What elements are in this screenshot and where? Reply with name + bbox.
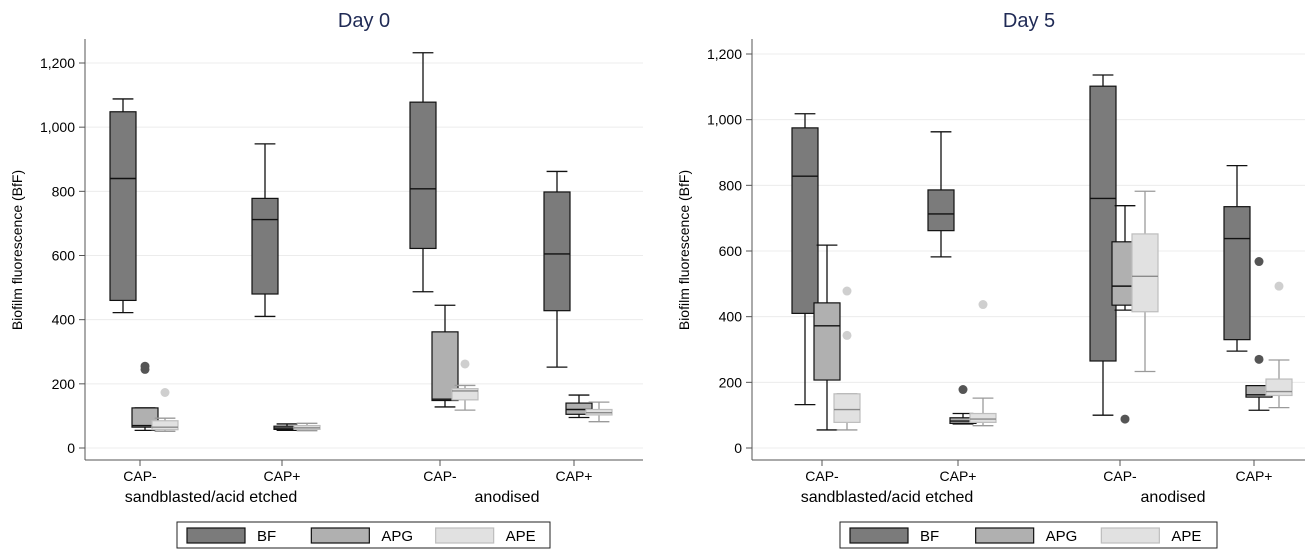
x-tick-label: CAP+ [1236,468,1273,484]
box-bf [1223,164,1251,352]
legend-label-ape: APE [1171,528,1201,545]
box-iqr [409,101,437,250]
y-axis-label: Biofilm fluorescence (BfF) [676,170,692,330]
x-tick-label: CAP- [805,468,839,484]
chart-title: Day 5 [1003,10,1055,32]
x-tick-label: CAP- [423,468,457,484]
box-iqr [927,189,955,232]
box-iqr [969,412,997,423]
box-iqr [451,388,479,401]
y-tick-label: 800 [52,183,76,199]
x-tick-label: CAP- [123,468,157,484]
outlier-point [842,286,852,296]
y-axis-label: Biofilm fluorescence (BfF) [9,170,25,330]
box-iqr [813,302,841,381]
legend: BF APG APE [176,521,551,549]
box-iqr [1131,233,1159,313]
legend-swatch-bf [186,527,246,544]
box-ape [1131,190,1159,373]
y-tick-label: 800 [719,177,743,193]
box-iqr [251,197,279,295]
box-apg [1245,257,1273,411]
legend-label-ape: APE [506,528,536,545]
y-tick-label: 0 [67,440,75,456]
box-bf [1089,74,1117,416]
y-tick-label: 200 [52,376,76,392]
outlier-point [842,330,852,340]
outlier-point [1120,414,1130,424]
box-ape [833,286,861,431]
y-tick-label: 1,000 [40,119,75,135]
box-ape [151,387,179,432]
box-iqr [565,402,593,415]
box-bf [543,170,571,368]
legend-swatch-ape [435,527,495,544]
outlier-point [1254,257,1264,267]
group-label: anodised [475,489,540,506]
outlier-point [1254,354,1264,364]
legend-swatch-apg [310,527,370,544]
box-bf [791,113,819,406]
outlier-point [160,387,170,397]
y-tick-label: 600 [719,243,743,259]
outlier-point [140,361,150,371]
outlier-point [1274,281,1284,291]
outlier-point [460,359,470,369]
x-tick-label: CAP+ [556,468,593,484]
box-ape [451,359,479,411]
legend-swatch-ape [1100,527,1160,544]
box-iqr [1265,378,1293,397]
chart-title: Day 0 [338,10,390,32]
box-ape [293,422,321,432]
y-tick-label: 400 [719,309,743,325]
panel-day5: Day 5 0 200 400 600 800 1,000 1,200 Biofilm fluo… [676,10,1305,549]
box-iqr [1089,85,1117,362]
y-tick-label: 0 [734,440,742,456]
y-tick-label: 1,200 [40,55,75,71]
box-apg [131,361,159,432]
x-tick-label: CAP+ [264,468,301,484]
legend-label-bf: BF [920,528,939,545]
x-tick-label: CAP- [1103,468,1137,484]
group-label: anodised [1141,489,1206,506]
box-bf [927,131,955,258]
x-tick-label: CAP+ [940,468,977,484]
box-iqr [109,111,137,302]
y-tick-label: 600 [52,248,76,264]
legend-label-apg: APG [381,528,413,545]
y-tick-label: 200 [719,374,743,390]
box-iqr [1223,206,1251,341]
box-iqr [833,393,861,423]
box-iqr [543,191,571,312]
box-ape [969,300,997,427]
box-iqr [791,127,819,314]
legend: BF APG APE [839,521,1218,549]
box-ape [585,401,613,423]
box-bf [251,143,279,318]
box-bf [409,52,437,293]
legend-swatch-bf [849,527,909,544]
box-apg [565,394,593,419]
group-label: sandblasted/acid etched [125,489,298,506]
group-label: sandblasted/acid etched [801,489,974,506]
outlier-point [958,385,968,395]
box-ape [1265,281,1293,409]
y-tick-label: 1,200 [707,46,742,62]
box-bf [109,98,137,314]
box-apg [813,244,841,431]
legend-label-bf: BF [257,528,276,545]
y-tick-label: 400 [52,312,76,328]
legend-swatch-apg [975,527,1035,544]
y-tick-label: 1,000 [707,112,742,128]
panel-day0: Day 0 0 200 400 600 800 1,000 1,200 Biofilm fluo… [9,10,643,549]
outlier-point [978,300,988,310]
box-iqr [151,420,179,431]
legend-label-apg: APG [1046,528,1078,545]
